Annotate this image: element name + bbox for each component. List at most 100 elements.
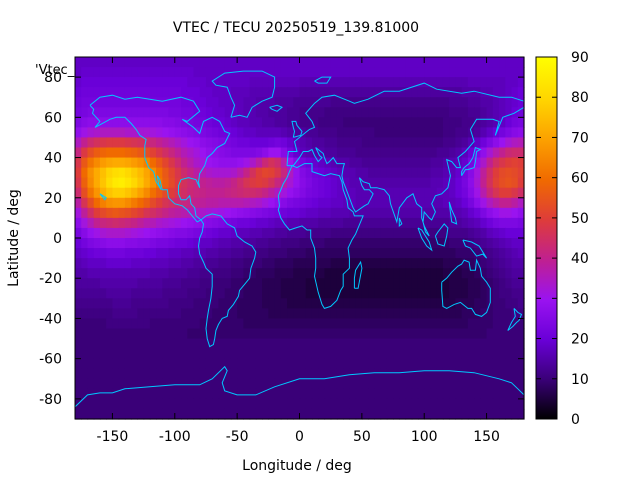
heatmap-cell (311, 217, 319, 229)
heatmap-cell (143, 288, 151, 299)
heatmap-cell (299, 338, 307, 350)
heatmap-cell (305, 288, 313, 299)
heatmap-cell (212, 117, 220, 128)
heatmap-cell (474, 217, 481, 229)
heatmap-cell (455, 318, 463, 330)
heatmap-cell (212, 187, 220, 199)
heatmap-cell (492, 227, 500, 239)
heatmap-cell (212, 57, 220, 68)
heatmap-cell (492, 57, 500, 68)
heatmap-cell (168, 288, 176, 299)
heatmap-cell (168, 238, 176, 249)
heatmap-cell (118, 278, 126, 289)
heatmap-cell (112, 338, 120, 350)
heatmap-cell (449, 368, 457, 380)
heatmap-cell (324, 167, 332, 179)
heatmap-cell (124, 248, 132, 259)
heatmap-cell (87, 248, 95, 259)
heatmap-cell (249, 127, 257, 139)
heatmap-cell (187, 137, 195, 149)
heatmap-cell (106, 318, 114, 330)
heatmap-cell (405, 197, 413, 209)
heatmap-cell (187, 147, 195, 159)
heatmap-cell (112, 137, 120, 149)
heatmap-cell (124, 207, 132, 219)
heatmap-cell (287, 57, 294, 68)
heatmap-cell (168, 127, 176, 139)
heatmap-cell (255, 258, 263, 269)
heatmap-cell (442, 197, 450, 209)
heatmap-cell (255, 117, 263, 128)
heatmap-cell (262, 227, 269, 239)
heatmap-cell (268, 57, 276, 68)
heatmap-cell (330, 248, 338, 259)
heatmap-cell (137, 278, 145, 289)
heatmap-cell (137, 348, 145, 360)
y-tick-label: -40 (39, 311, 62, 327)
heatmap-cell (181, 87, 188, 98)
heatmap-cell (511, 248, 519, 259)
heatmap-cell (187, 57, 195, 68)
heatmap-cell (336, 177, 344, 189)
heatmap-cell (430, 87, 438, 98)
heatmap-cell (75, 187, 82, 199)
heatmap-cell (467, 97, 475, 108)
heatmap-cell (75, 308, 82, 320)
heatmap-cell (336, 328, 344, 340)
heatmap-cell (343, 227, 350, 239)
heatmap-cell (430, 238, 438, 249)
heatmap-cell (299, 408, 307, 420)
heatmap-cell (361, 368, 369, 380)
heatmap-cell (324, 147, 332, 159)
heatmap-cell (393, 147, 400, 159)
heatmap-cell (187, 318, 195, 330)
heatmap-cell (249, 57, 257, 68)
heatmap-cell (324, 127, 332, 139)
coastline (74, 365, 525, 408)
heatmap-cell (324, 298, 332, 309)
heatmap-cell (131, 378, 138, 390)
heatmap-cell (205, 127, 213, 139)
heatmap-cell (393, 87, 400, 98)
heatmap-cell (230, 107, 238, 118)
heatmap-cell (330, 288, 338, 299)
heatmap-cell (455, 197, 463, 209)
heatmap-cell (324, 97, 332, 108)
heatmap-cell (311, 197, 319, 209)
heatmap-cell (106, 278, 114, 289)
heatmap-cell (156, 157, 163, 169)
heatmap-cell (511, 288, 519, 299)
heatmap-cell (355, 378, 363, 390)
heatmap-cell (81, 338, 89, 350)
heatmap-cell (187, 97, 195, 108)
heatmap-cell (199, 57, 207, 68)
heatmap-cell (181, 67, 188, 78)
heatmap-cell (87, 77, 95, 88)
heatmap-cell (230, 87, 238, 98)
heatmap-cell (99, 388, 107, 400)
heatmap-cell (499, 318, 506, 330)
heatmap-cell (162, 67, 170, 78)
heatmap-cell (162, 97, 170, 108)
heatmap-cell (93, 167, 101, 179)
heatmap-cell (311, 67, 319, 78)
heatmap-cell (143, 67, 151, 78)
heatmap-cell (187, 378, 195, 390)
heatmap-cell (430, 127, 438, 139)
heatmap-cell (455, 368, 463, 380)
heatmap-cell (411, 308, 419, 320)
heatmap-cell (386, 87, 394, 98)
heatmap-cell (205, 308, 213, 320)
heatmap-cell (81, 97, 89, 108)
heatmap-cell (205, 348, 213, 360)
heatmap-cell (156, 167, 163, 179)
heatmap-cell (174, 318, 182, 330)
heatmap-cell (156, 248, 163, 259)
heatmap-cell (93, 378, 101, 390)
heatmap-cell (237, 238, 244, 249)
heatmap-cell (143, 268, 151, 279)
heatmap-cell (193, 227, 201, 239)
heatmap-cell (355, 177, 363, 189)
heatmap-cell (318, 368, 326, 380)
heatmap-cell (99, 398, 107, 410)
